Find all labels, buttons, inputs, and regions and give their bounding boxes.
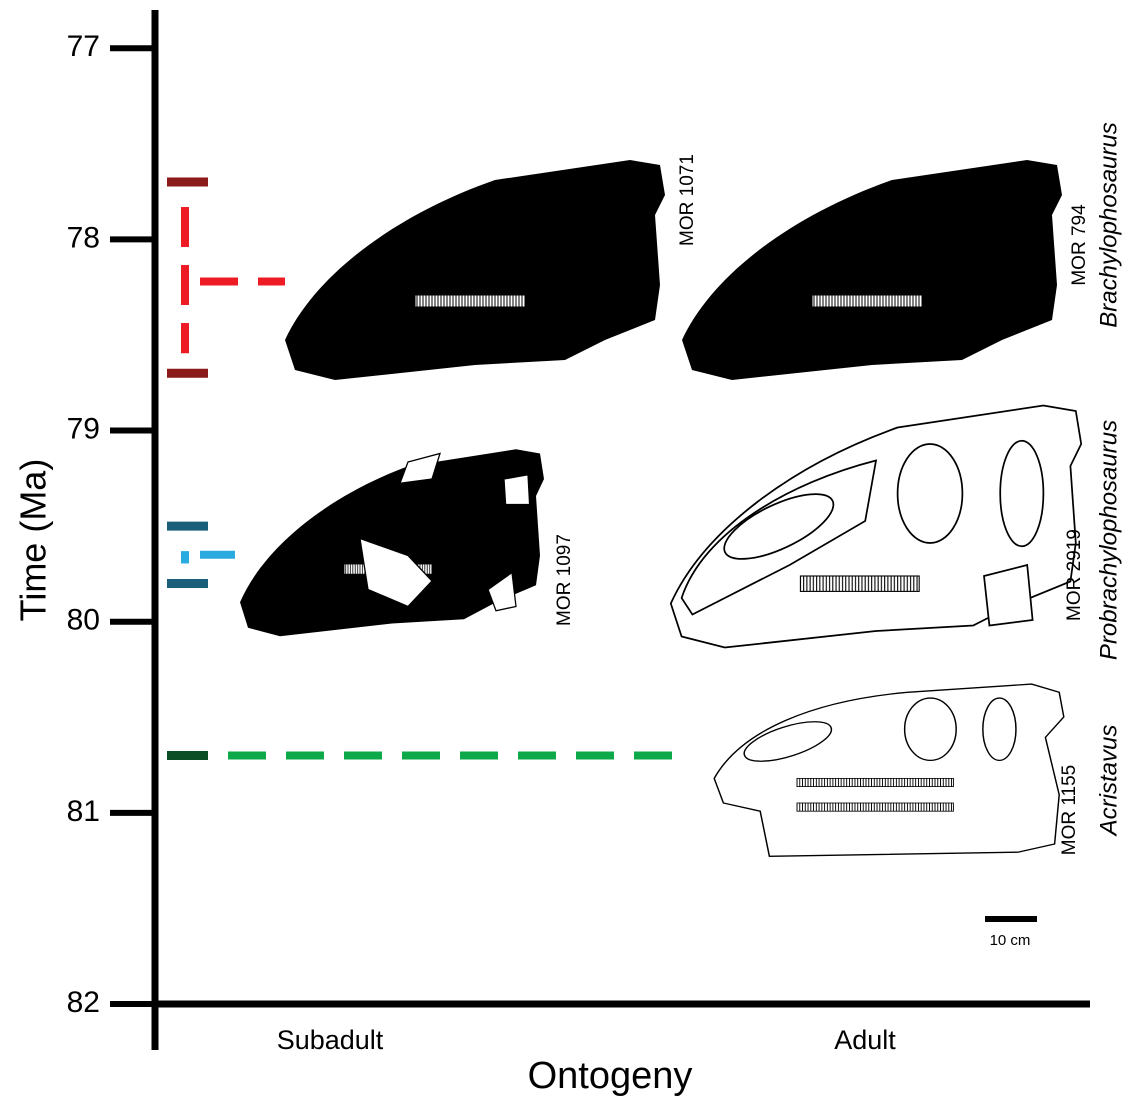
- x-tick-label: Adult: [834, 1025, 896, 1055]
- skull-drawing: [714, 684, 1064, 856]
- x-tick-label: Subadult: [277, 1025, 384, 1055]
- chart: 10 cm Time (Ma) Ontogeny 77 78 79 80 81 82 Sub…: [0, 0, 1125, 1099]
- y-axis-label: Time (Ma): [13, 459, 54, 622]
- y-tick-label: 77: [67, 30, 100, 63]
- specimen-label: MOR 794: [1069, 204, 1090, 286]
- specimen-label: MOR 1155: [1059, 765, 1080, 855]
- scale-bar-label: 10 cm: [990, 932, 1031, 949]
- skull-drawing: [285, 160, 665, 380]
- taxon-label: Acristavus: [1095, 725, 1122, 838]
- y-tick-label: 79: [67, 412, 100, 445]
- specimen-label: MOR 2919: [1064, 529, 1085, 621]
- specimen-label: MOR 1071: [677, 154, 698, 246]
- y-tick-label: 80: [67, 604, 100, 637]
- taxon-label: Probrachylophosaurus: [1095, 420, 1122, 660]
- skull-drawing: [240, 449, 544, 636]
- taxon-label: Brachylophosaurus: [1095, 122, 1122, 327]
- x-axis-label: Ontogeny: [528, 1055, 693, 1097]
- y-tick-label: 81: [67, 795, 100, 828]
- skull-drawing: [671, 406, 1081, 648]
- specimen-label: MOR 1097: [554, 534, 575, 626]
- y-tick-label: 82: [67, 986, 100, 1019]
- skull-drawing: [682, 160, 1062, 380]
- y-tick-label: 78: [67, 221, 100, 254]
